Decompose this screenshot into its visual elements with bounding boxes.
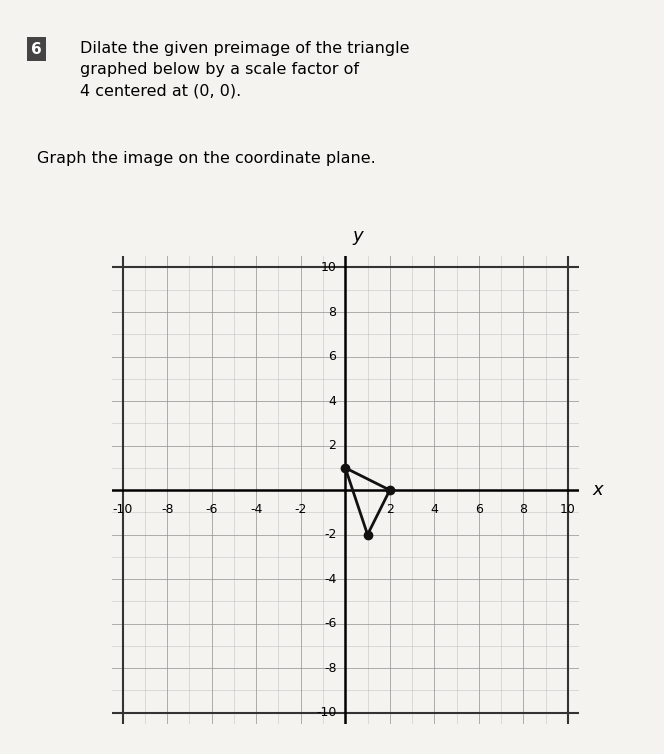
Text: 6: 6 bbox=[31, 41, 42, 57]
Text: 6: 6 bbox=[329, 350, 337, 363]
Text: Graph the image on the coordinate plane.: Graph the image on the coordinate plane. bbox=[37, 151, 375, 166]
Text: 10: 10 bbox=[560, 504, 576, 516]
Text: 4: 4 bbox=[430, 504, 438, 516]
Text: -8: -8 bbox=[161, 504, 173, 516]
Text: -4: -4 bbox=[250, 504, 262, 516]
Text: y: y bbox=[352, 227, 363, 245]
Text: x: x bbox=[592, 481, 603, 499]
Text: 2: 2 bbox=[329, 439, 337, 452]
Text: 8: 8 bbox=[329, 305, 337, 318]
Text: -8: -8 bbox=[324, 662, 337, 675]
Text: -6: -6 bbox=[324, 618, 337, 630]
Text: 6: 6 bbox=[475, 504, 483, 516]
Text: -2: -2 bbox=[295, 504, 307, 516]
Text: -2: -2 bbox=[324, 528, 337, 541]
Text: 2: 2 bbox=[386, 504, 394, 516]
Text: 10: 10 bbox=[321, 261, 337, 274]
Text: -4: -4 bbox=[324, 572, 337, 586]
Text: -10: -10 bbox=[112, 504, 133, 516]
Text: 4: 4 bbox=[329, 394, 337, 408]
Text: -10: -10 bbox=[316, 706, 337, 719]
Text: 8: 8 bbox=[519, 504, 527, 516]
Text: -6: -6 bbox=[206, 504, 218, 516]
Text: Dilate the given preimage of the triangle
graphed below by a scale factor of
4 c: Dilate the given preimage of the triangl… bbox=[80, 41, 409, 99]
